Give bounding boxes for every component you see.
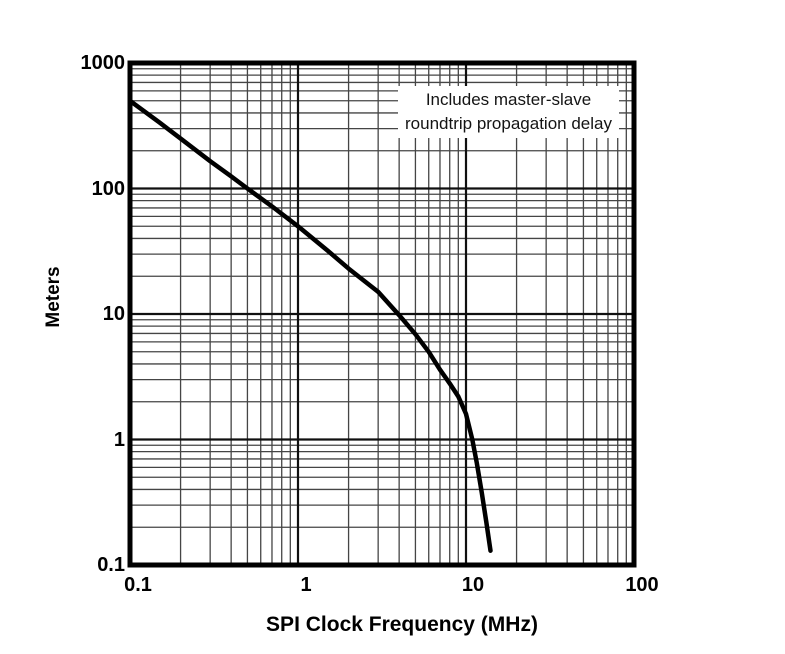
annotation-line-1: Includes master-slave bbox=[425, 90, 592, 109]
x-tick-10: 10 bbox=[461, 574, 485, 596]
y-tick-100: 100 bbox=[91, 178, 125, 200]
y-axis-title: Meters bbox=[43, 266, 64, 328]
x-tick-100: 100 bbox=[625, 574, 659, 596]
major-gridlines bbox=[130, 63, 634, 565]
y-tick-1: 1 bbox=[113, 429, 125, 451]
x-axis-title: SPI Clock Frequency (MHz) bbox=[266, 613, 538, 636]
y-tick-10: 10 bbox=[102, 303, 125, 325]
annotation-line-2: roundtrip propagation delay bbox=[405, 114, 612, 133]
series-maximum-cable-length bbox=[127, 98, 493, 553]
y-tick-1000: 1000 bbox=[80, 52, 126, 74]
annotation-box: Includes master-slave roundtrip propagat… bbox=[398, 86, 619, 138]
x-tick-0p1: 0.1 bbox=[124, 574, 152, 596]
plot-frame bbox=[127, 60, 637, 568]
x-tick-1: 1 bbox=[300, 574, 312, 596]
y-tick-0p1: 0.1 bbox=[97, 554, 125, 576]
